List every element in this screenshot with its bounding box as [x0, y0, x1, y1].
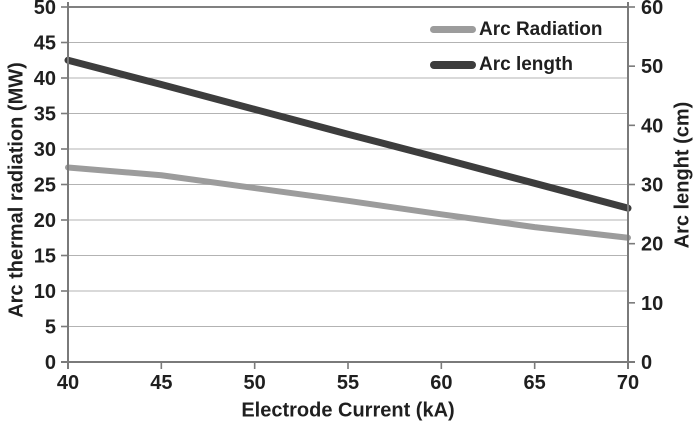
y-left-tick-label: 45 [34, 33, 56, 55]
y-right-tick-label: 20 [641, 234, 663, 256]
y-left-tick-label: 0 [45, 352, 56, 374]
legend: Arc Radiation Arc length [430, 12, 603, 82]
right-axis-title: Arc lenght (cm) [671, 101, 694, 249]
y-left-tick-label: 5 [45, 317, 56, 339]
series-line-arc-radiation [65, 164, 631, 241]
legend-label-arc-radiation: Arc Radiation [479, 18, 603, 40]
x-tick-label: 55 [337, 372, 359, 394]
left-axis-title: Arc thermal radiation (MW) [5, 62, 28, 318]
series-line-arc-length [64, 56, 632, 212]
y-right-tick-label: 30 [641, 175, 663, 197]
x-tick-label: 40 [57, 372, 79, 394]
y-left-tick-label: 15 [34, 246, 56, 268]
y-left-tick-label: 40 [34, 68, 56, 90]
y-left-tick-label: 10 [34, 281, 56, 303]
y-left-tick-label: 20 [34, 210, 56, 232]
y-right-tick-label: 10 [641, 293, 663, 315]
y-left-tick-label: 50 [34, 0, 56, 19]
y-left-tick-label: 30 [34, 139, 56, 161]
x-tick-label: 45 [150, 372, 172, 394]
y-left-tick-label: 25 [34, 175, 56, 197]
legend-item-arc-length: Arc length [430, 47, 603, 82]
y-right-tick-label: 50 [641, 56, 663, 78]
y-right-tick-label: 40 [641, 115, 663, 137]
y-right-tick-label: 60 [641, 0, 663, 19]
y-right-tick-label: 0 [641, 352, 652, 374]
x-tick-label: 60 [430, 372, 452, 394]
y-left-tick-label: 35 [34, 104, 56, 126]
x-axis-title: Electrode Current (kA) [241, 399, 455, 422]
x-tick-label: 70 [617, 372, 639, 394]
x-tick-label: 50 [244, 372, 266, 394]
legend-label-arc-length: Arc length [479, 53, 573, 75]
legend-item-arc-radiation: Arc Radiation [430, 12, 603, 47]
arc-radiation-line-swatch [430, 26, 476, 33]
arc-length-line-swatch [430, 60, 476, 69]
x-tick-label: 65 [524, 372, 546, 394]
